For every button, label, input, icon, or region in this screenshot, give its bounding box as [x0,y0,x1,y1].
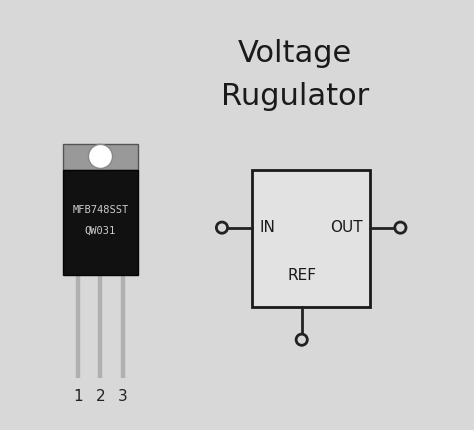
Text: REF: REF [287,268,316,283]
Text: IN: IN [260,220,276,235]
Circle shape [89,144,112,169]
Text: Voltage: Voltage [238,39,352,68]
Text: QW031: QW031 [85,226,116,236]
Text: OUT: OUT [330,220,363,235]
Bar [63,170,138,275]
Text: 2: 2 [96,389,105,404]
Circle shape [395,222,406,233]
Text: 1: 1 [73,389,82,404]
Circle shape [296,334,307,345]
Text: 3: 3 [118,389,128,404]
Text: MFB748SST: MFB748SST [73,205,128,215]
Text: Rugulator: Rugulator [221,82,369,111]
Bar [252,170,370,307]
Bar [63,144,138,170]
Circle shape [216,222,228,233]
